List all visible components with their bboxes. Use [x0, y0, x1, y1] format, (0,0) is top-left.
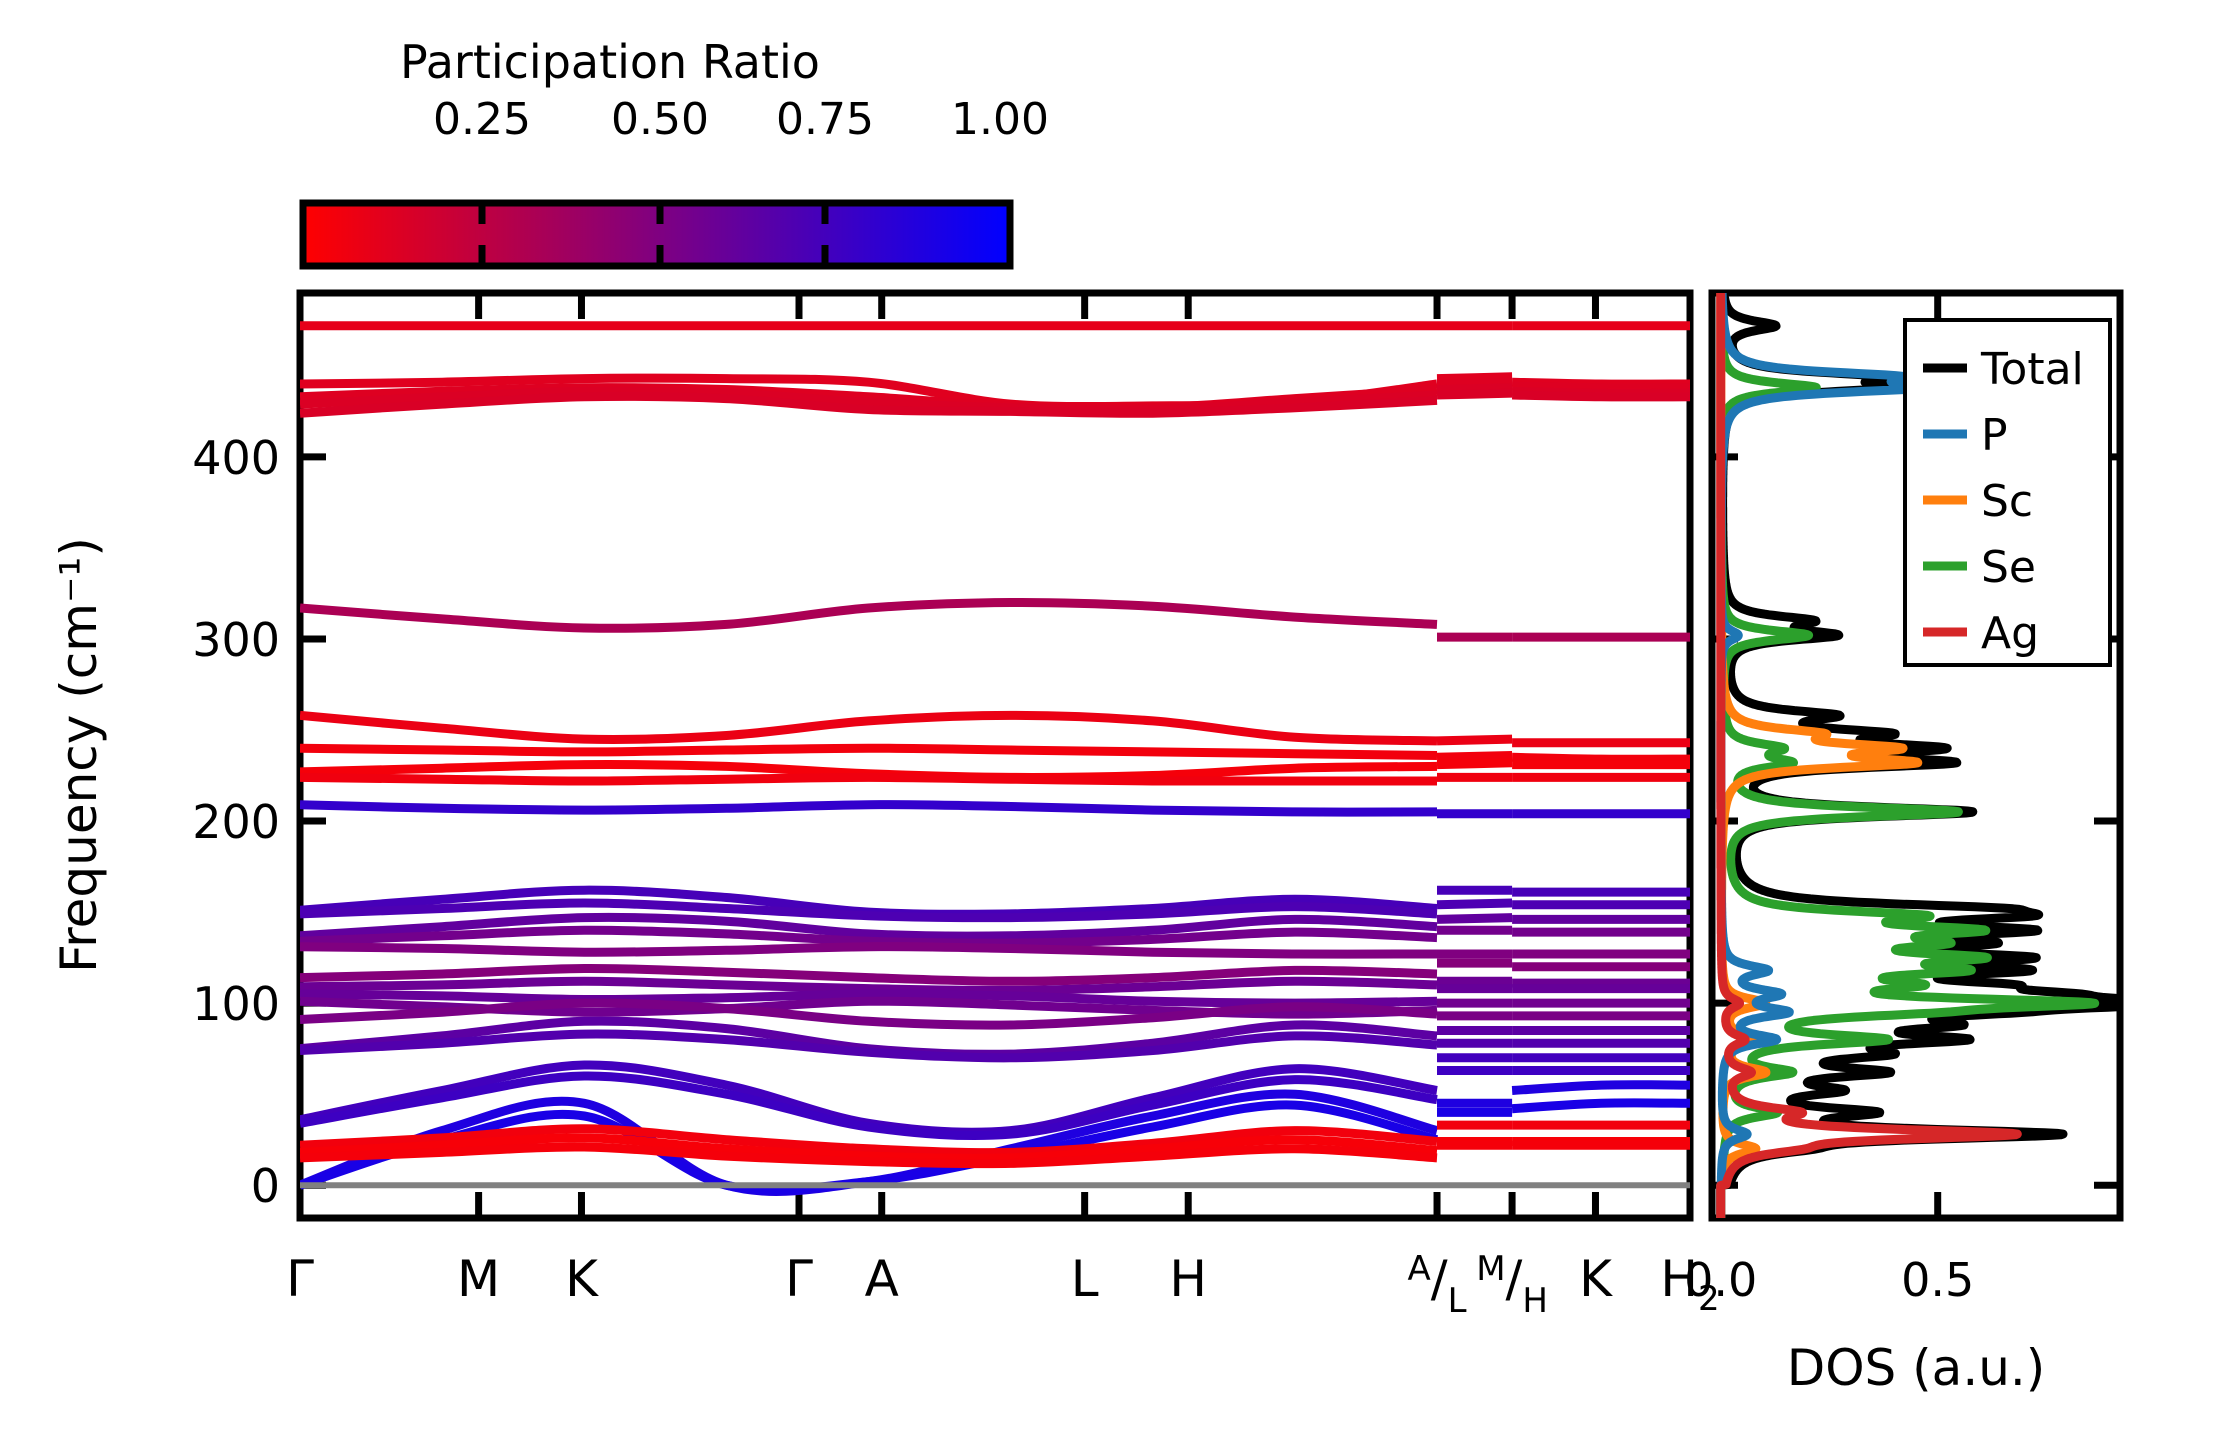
band-y-axis-label: Frequency (cm⁻¹)	[50, 537, 108, 973]
band-x-ticklabel: L	[1071, 1250, 1099, 1308]
legend-box	[1903, 318, 2112, 667]
band-curve	[300, 743, 1438, 760]
band-curve	[300, 772, 1437, 786]
band-curve	[300, 912, 1438, 941]
band-x-ticklabel: A	[865, 1250, 899, 1308]
band-curve	[1436, 758, 1513, 770]
band-curve	[300, 1071, 1438, 1141]
band-x-ticklabel: A/L	[1407, 1249, 1466, 1321]
dos-x-ticklabel: 0.0	[1684, 1253, 1757, 1307]
band-curve	[300, 989, 1438, 1008]
band-curve	[1436, 734, 1513, 746]
dos-x-axis-label: DOS (a.u.)	[1787, 1339, 2046, 1397]
band-curve	[300, 597, 1438, 633]
band-curve	[1436, 751, 1513, 762]
legend-label-se: Se	[1981, 542, 2036, 593]
band-curve	[300, 391, 1438, 418]
colorbar-tick-3: 1.00	[951, 94, 1049, 145]
colorbar-ticks	[478, 203, 829, 266]
band-curve	[1436, 372, 1513, 384]
band-curve	[1512, 752, 1690, 764]
legend-label-ag: Ag	[1981, 608, 2039, 659]
band-curve	[300, 942, 1438, 959]
band-curve	[300, 898, 1438, 923]
band-y-ticklabel: 200	[192, 795, 280, 849]
band-x-ticks	[296, 293, 1694, 1218]
band-x-ticklabel: M/H	[1476, 1249, 1548, 1321]
dos-legend: Total P Sc Se Ag	[1903, 318, 2112, 667]
dos-curves	[1716, 293, 2120, 1218]
colorbar-tick-1: 0.50	[611, 94, 709, 145]
band-x-ticklabel: Γ	[785, 1250, 813, 1308]
colorbar-tick-0: 0.25	[433, 94, 531, 145]
band-curve	[1436, 898, 1513, 910]
band-curve	[300, 925, 1438, 948]
band-x-ticklabel: K	[565, 1250, 599, 1308]
legend-label-sc: Sc	[1981, 476, 2033, 527]
band-curve	[1512, 381, 1690, 393]
band-curve	[300, 710, 1438, 746]
dos-x-ticklabel: 0.5	[1901, 1253, 1974, 1307]
band-curve	[300, 386, 1438, 415]
dos-curve-ag	[1716, 293, 2022, 1218]
legend-label-total: Total	[1980, 344, 2084, 395]
dos-panel: 0.0 0.5 DOS (a.u.) Total P Sc Se Ag	[1684, 289, 2124, 1397]
band-curve	[300, 1124, 1438, 1158]
band-curve	[300, 1100, 1439, 1195]
band-x-ticklabel: H2	[1660, 1250, 1719, 1319]
colorbar-ticklabels: 0.25 0.50 0.75 1.00	[433, 94, 1049, 145]
band-curve	[1436, 383, 1513, 394]
band-curve	[300, 1133, 1438, 1163]
legend-label-p: P	[1981, 410, 2008, 461]
band-y-ticklabel: 300	[192, 613, 280, 667]
band-curve	[300, 1142, 1438, 1169]
band-curve	[300, 800, 1438, 817]
band-curve	[1436, 913, 1513, 924]
band-x-ticklabel: K	[1579, 1250, 1613, 1308]
band-y-ticklabel: 0	[251, 1159, 280, 1213]
band-x-ticklabel: Γ	[286, 1250, 314, 1308]
band-y-ticklabel: 100	[192, 977, 280, 1031]
colorbar-title: Participation Ratio	[400, 35, 820, 89]
band-curve	[1511, 1098, 1690, 1114]
band-curve	[1436, 377, 1513, 389]
band-curve	[300, 998, 1438, 1030]
dos-axes-frame	[1708, 289, 2124, 1222]
band-x-ticklabels: Γ M K Γ A L H A/LM/H K H2	[286, 1249, 1720, 1321]
band-curve	[1436, 388, 1513, 400]
band-y-ticklabel: 400	[192, 431, 280, 485]
band-x-ticklabel: H	[1169, 1250, 1207, 1308]
band-curve	[1511, 1080, 1690, 1095]
band-y-ticklabels: 0 100 200 300 400	[192, 431, 280, 1213]
band-curves	[300, 321, 1690, 1196]
dos-x-ticklabels: 0.0 0.5	[1684, 1253, 1974, 1307]
colorbar-tick-2: 0.75	[776, 94, 874, 145]
colorbar-group: Participation Ratio 0.25 0.50 0.75 1.00	[299, 35, 1049, 270]
band-curve	[300, 963, 1438, 986]
band-curve	[300, 976, 1438, 995]
band-curve	[1512, 390, 1690, 402]
band-x-ticklabel: M	[457, 1250, 500, 1308]
band-curve	[300, 1029, 1438, 1063]
